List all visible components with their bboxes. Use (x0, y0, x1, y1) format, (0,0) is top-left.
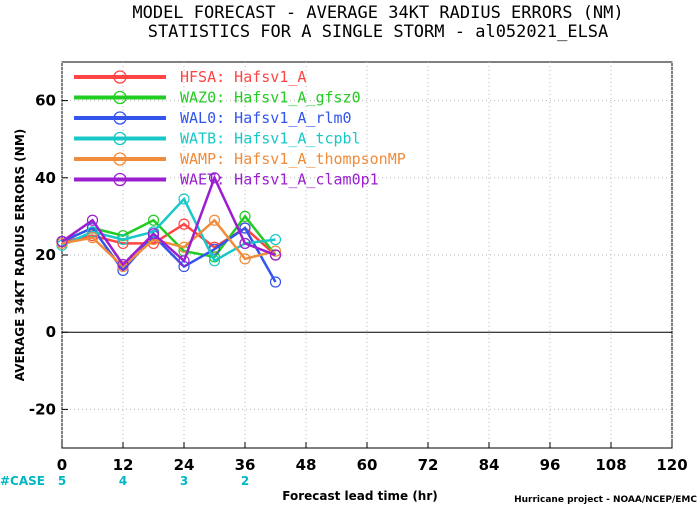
legend-label: WATB: Hafsv1_A_tcpbl (180, 130, 361, 148)
y-tick-label: 60 (35, 92, 56, 110)
x-tick-label: 108 (595, 456, 626, 474)
legend-label: WAET: Hafsv1_A_clam0p1 (180, 171, 379, 189)
data-point (178, 218, 190, 230)
x-tick-label: 96 (540, 456, 561, 474)
data-point (239, 253, 251, 265)
data-point (269, 249, 282, 261)
data-point (86, 232, 99, 244)
legend-label: WAL0: Hafsv1_A_rlm0 (180, 109, 352, 127)
data-point (269, 245, 282, 257)
y-tick-label: 0 (46, 323, 56, 341)
data-point (56, 235, 68, 248)
legend-item: HFSA: Hafsv1_A (74, 68, 306, 86)
legend-item: WATB: Hafsv1_A_tcpbl (74, 130, 361, 148)
series-line (61, 218, 276, 269)
legend: HFSA: Hafsv1_A WAZ0: Hafsv1_A_gfsz0 WAL0: … (74, 68, 406, 189)
x-tick-label: 24 (174, 456, 195, 474)
data-point (178, 255, 190, 267)
legend-marker (113, 90, 127, 105)
data-point (147, 228, 160, 240)
x-axis-label: Forecast lead time (hr) (282, 489, 438, 503)
credit: Hurricane project - NOAA/NCEP/EMC (514, 495, 697, 505)
chart-subtitle: STATISTICS FOR A SINGLE STORM - al052021… (148, 22, 609, 42)
legend-marker (113, 152, 127, 166)
data-point (117, 259, 129, 271)
data-point (239, 222, 251, 234)
x-tick-label: 120 (656, 456, 687, 474)
data-point (117, 233, 129, 246)
series-5 (56, 172, 282, 271)
case-counts: 5 4 3 2 (58, 474, 249, 488)
x-axis-ticks: 0 12 24 36 48 60 72 84 96 108 120 (57, 442, 688, 474)
legend-label: HFSA: Hafsv1_A (180, 68, 306, 86)
data-point (178, 193, 190, 205)
legend-item: WAMP: Hafsv1_A_thompsonMP (74, 150, 406, 168)
series-layer (56, 172, 282, 288)
data-point (269, 233, 282, 246)
y-tick-label: 40 (35, 169, 56, 187)
x-tick-label: 12 (113, 456, 134, 474)
legend-label: WAMP: Hafsv1_A_thompsonMP (180, 150, 406, 168)
case-label: #CASE (0, 474, 45, 488)
x-tick-label: 72 (418, 456, 439, 474)
legend-item: WAZ0: Hafsv1_A_gfsz0 (74, 89, 361, 107)
data-point (208, 214, 221, 226)
legend-label: WAZ0: Hafsv1_A_gfsz0 (180, 89, 361, 107)
data-point (239, 210, 251, 222)
legend-marker (113, 111, 127, 125)
data-point (86, 214, 99, 226)
legend-item: WAL0: Hafsv1_A_rlm0 (74, 109, 352, 127)
x-tick-label: 48 (296, 456, 317, 474)
x-tick-label: 0 (57, 456, 67, 474)
legend-marker (113, 131, 127, 146)
y-tick-label: 20 (35, 246, 56, 264)
y-axis-label: AVERAGE 34KT RADIUS ERRORS (NM) (13, 129, 27, 381)
data-point (147, 214, 160, 226)
case-count: 3 (180, 474, 188, 488)
data-point (269, 276, 282, 288)
case-count: 2 (241, 474, 249, 488)
series-line (61, 174, 276, 267)
legend-item: WAET: Hafsv1_A_clam0p1 (74, 171, 379, 189)
x-tick-label: 36 (235, 456, 256, 474)
x-tick-label: 84 (479, 456, 500, 474)
case-count: 4 (119, 474, 127, 488)
y-axis-ticks: -20 0 20 40 60 (29, 92, 68, 418)
chart-title: MODEL FORECAST - AVERAGE 34KT RADIUS ERR… (132, 3, 623, 23)
case-count: 5 (58, 474, 66, 488)
x-tick-label: 60 (357, 456, 378, 474)
data-point (239, 237, 251, 250)
data-point (208, 255, 221, 267)
legend-marker (113, 172, 127, 187)
data-point (208, 172, 221, 184)
legend-marker (113, 70, 127, 84)
y-tick-label: -20 (29, 400, 56, 418)
